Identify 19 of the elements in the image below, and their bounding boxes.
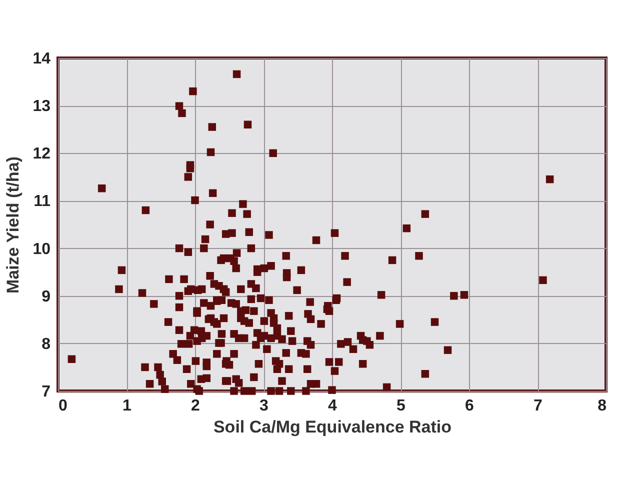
x-tick-label: 6 — [465, 398, 474, 414]
y-tick-label: 8 — [42, 336, 51, 353]
x-tick-label: 8 — [598, 398, 607, 414]
y-tick-label: 10 — [32, 240, 51, 258]
x-tick-label: 2 — [191, 398, 200, 414]
y-tick-label: 13 — [32, 98, 51, 116]
x-tick-label: 4 — [328, 398, 338, 414]
y-tick-label: 12 — [32, 146, 51, 163]
y-tick-label: 9 — [42, 288, 51, 306]
x-tick-label: 7 — [534, 398, 543, 414]
y-axis-title: Maize Yield (t/ha) — [4, 156, 23, 294]
x-axis-title: Soil Ca/Mg Equivalence Ratio — [213, 418, 452, 436]
x-tick-label: 0 — [58, 398, 68, 414]
y-tick-label: 14 — [32, 50, 51, 68]
y-tick-label: 11 — [34, 193, 51, 210]
x-tick-label: 1 — [122, 398, 132, 414]
x-tick-label: 3 — [260, 398, 269, 414]
x-tick-label: 5 — [396, 398, 406, 414]
y-tick-label: 7 — [42, 384, 51, 400]
